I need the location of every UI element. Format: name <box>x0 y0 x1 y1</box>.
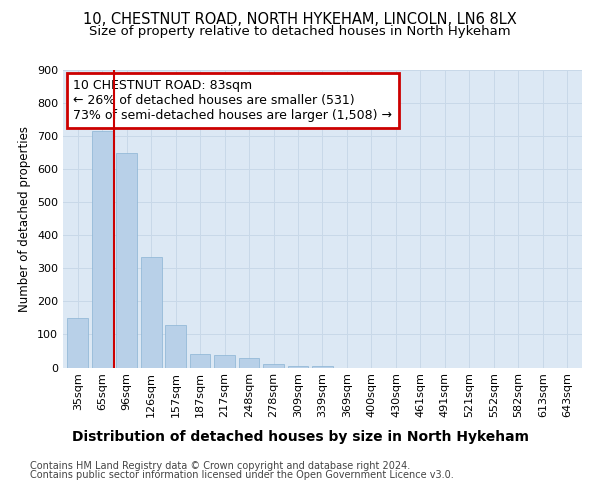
Text: 10 CHESTNUT ROAD: 83sqm
← 26% of detached houses are smaller (531)
73% of semi-d: 10 CHESTNUT ROAD: 83sqm ← 26% of detache… <box>73 79 392 122</box>
Bar <box>165 324 186 368</box>
Bar <box>263 364 284 368</box>
Bar <box>190 354 211 368</box>
Bar <box>287 366 308 368</box>
Bar <box>141 257 161 368</box>
Text: 10, CHESTNUT ROAD, NORTH HYKEHAM, LINCOLN, LN6 8LX: 10, CHESTNUT ROAD, NORTH HYKEHAM, LINCOL… <box>83 12 517 28</box>
Bar <box>92 131 113 368</box>
Bar <box>214 355 235 368</box>
Text: Distribution of detached houses by size in North Hykeham: Distribution of detached houses by size … <box>71 430 529 444</box>
Y-axis label: Number of detached properties: Number of detached properties <box>19 126 31 312</box>
Text: Size of property relative to detached houses in North Hykeham: Size of property relative to detached ho… <box>89 25 511 38</box>
Text: Contains HM Land Registry data © Crown copyright and database right 2024.: Contains HM Land Registry data © Crown c… <box>30 461 410 471</box>
Bar <box>239 358 259 368</box>
Bar <box>312 366 333 368</box>
Text: Contains public sector information licensed under the Open Government Licence v3: Contains public sector information licen… <box>30 470 454 480</box>
Bar <box>67 318 88 368</box>
Bar <box>116 152 137 368</box>
